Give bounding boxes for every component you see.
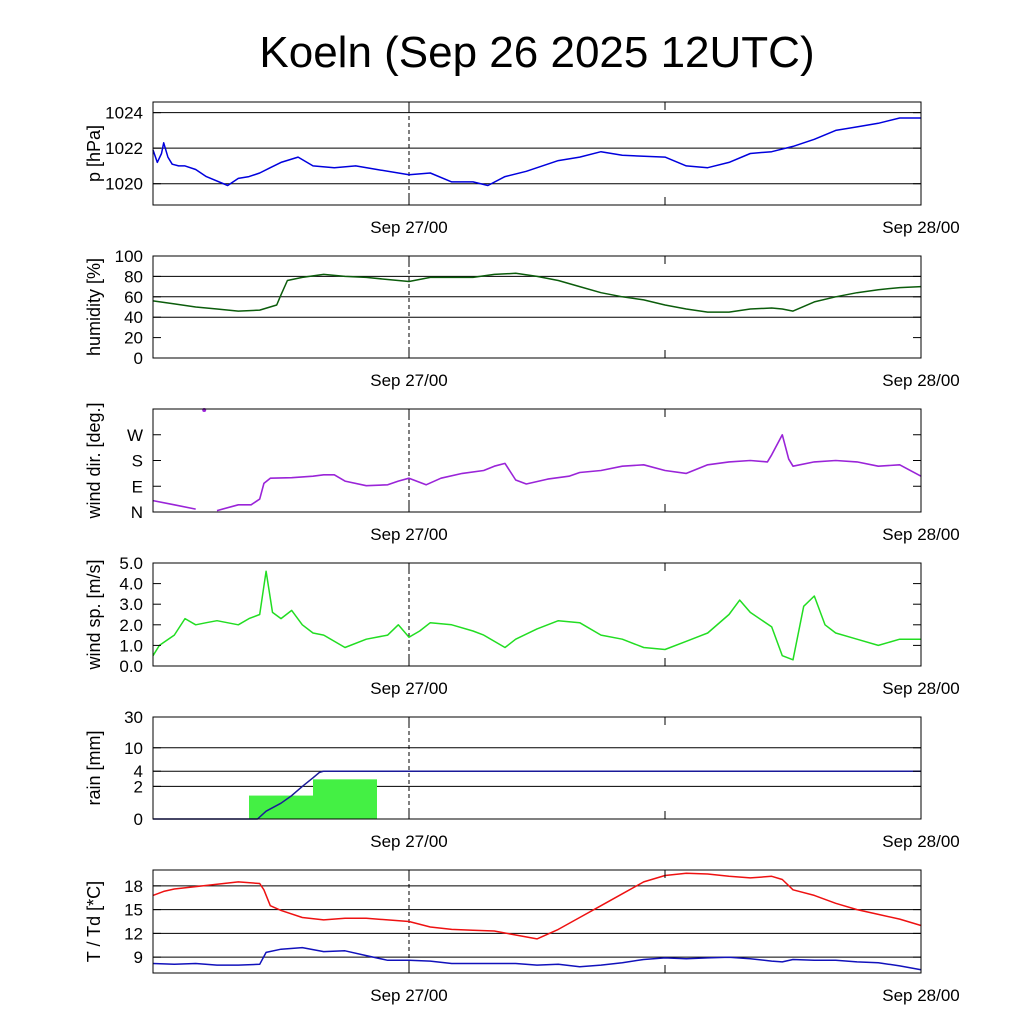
x-tick-label: Sep 27/00 (370, 218, 448, 237)
y-tick-label: 0.0 (119, 657, 143, 676)
y-tick-label: N (131, 503, 143, 522)
plot-frame (152, 255, 922, 359)
wind-dir-trace (152, 499, 196, 510)
y-axis-label: p [hPa] (84, 125, 104, 182)
x-tick-label: Sep 28/00 (882, 525, 960, 544)
series-line-pressure (152, 117, 921, 187)
rain-bar (249, 795, 313, 819)
y-tick-label: 30 (124, 708, 143, 727)
y-tick-label: 12 (124, 924, 143, 943)
x-tick-label: Sep 27/00 (370, 679, 448, 698)
y-tick-label: 4.0 (119, 575, 143, 594)
series-line-wind-speed (152, 570, 921, 661)
y-tick-label: 80 (124, 267, 143, 286)
wind-dir-trace (216, 433, 922, 512)
plot-frame (152, 716, 922, 820)
y-axis-label: wind sp. [m/s] (84, 559, 104, 670)
x-tick-label: Sep 27/00 (370, 525, 448, 544)
x-tick-label: Sep 28/00 (882, 218, 960, 237)
series-line-t (152, 872, 922, 940)
x-tick-label: Sep 27/00 (370, 986, 448, 1005)
y-tick-label: 2.0 (119, 616, 143, 635)
y-tick-label: 10 (124, 739, 143, 758)
rain-bar (313, 779, 377, 819)
y-tick-label: S (132, 452, 143, 471)
y-axis-label: T / Td [*C] (84, 881, 104, 962)
plot-frame (152, 562, 922, 667)
y-tick-label: 5.0 (119, 554, 143, 573)
x-tick-label: Sep 28/00 (882, 679, 960, 698)
chart-title: Koeln (Sep 26 2025 12UTC) (259, 28, 814, 77)
y-tick-label: 3.0 (119, 595, 143, 614)
y-axis-label: wind dir. [deg.] (84, 402, 104, 519)
series-line-accumulated-rain (153, 770, 921, 820)
y-tick-label: 4 (134, 762, 143, 781)
y-tick-label: 1.0 (119, 636, 143, 655)
panel-pressure: 1020 1022 1024 Sep 27/00 Sep 28/00 p [hPa] (84, 101, 960, 237)
y-tick-label: E (132, 477, 143, 496)
y-tick-label: 40 (124, 308, 143, 327)
y-tick-label: 1022 (105, 139, 143, 158)
x-tick-label: Sep 27/00 (370, 832, 448, 851)
y-tick-label: 15 (124, 901, 143, 920)
plot-frame (152, 408, 922, 513)
y-axis-label: humidity [%] (84, 258, 104, 356)
y-tick-label: 18 (124, 877, 143, 896)
plot-frame (152, 869, 922, 974)
y-tick-label: 9 (134, 948, 143, 967)
panel-temperature: 9 12 15 18 Sep 27/00 Sep 28/00 T / Td [*C] (84, 869, 960, 1005)
y-tick-label: 2 (134, 777, 143, 796)
y-tick-label: 0 (134, 349, 143, 368)
y-axis-label: rain [mm] (84, 730, 104, 805)
x-tick-label: Sep 27/00 (370, 371, 448, 390)
y-tick-label: 0 (134, 810, 143, 829)
x-tick-label: Sep 28/00 (882, 371, 960, 390)
y-tick-label: 1020 (105, 175, 143, 194)
panel-wind_speed: 0.0 1.02.0 3.04.0 5.0 Sep 27/00 Sep 28/00 wind… (84, 554, 960, 698)
series-line-humidity (152, 272, 922, 313)
y-tick-label: 100 (115, 247, 143, 266)
y-tick-label: 20 (124, 329, 143, 348)
y-tick-label: W (127, 426, 143, 445)
x-tick-label: Sep 28/00 (882, 986, 960, 1005)
panel-rain: 0 24 10 30 Sep 27/00 Sep 28/00 rain [mm] (84, 708, 960, 851)
y-tick-label: 1024 (105, 104, 143, 123)
y-tick-label: 60 (124, 288, 143, 307)
series-line-td (152, 946, 922, 971)
x-tick-label: Sep 28/00 (882, 832, 960, 851)
plot-frame (152, 101, 922, 206)
